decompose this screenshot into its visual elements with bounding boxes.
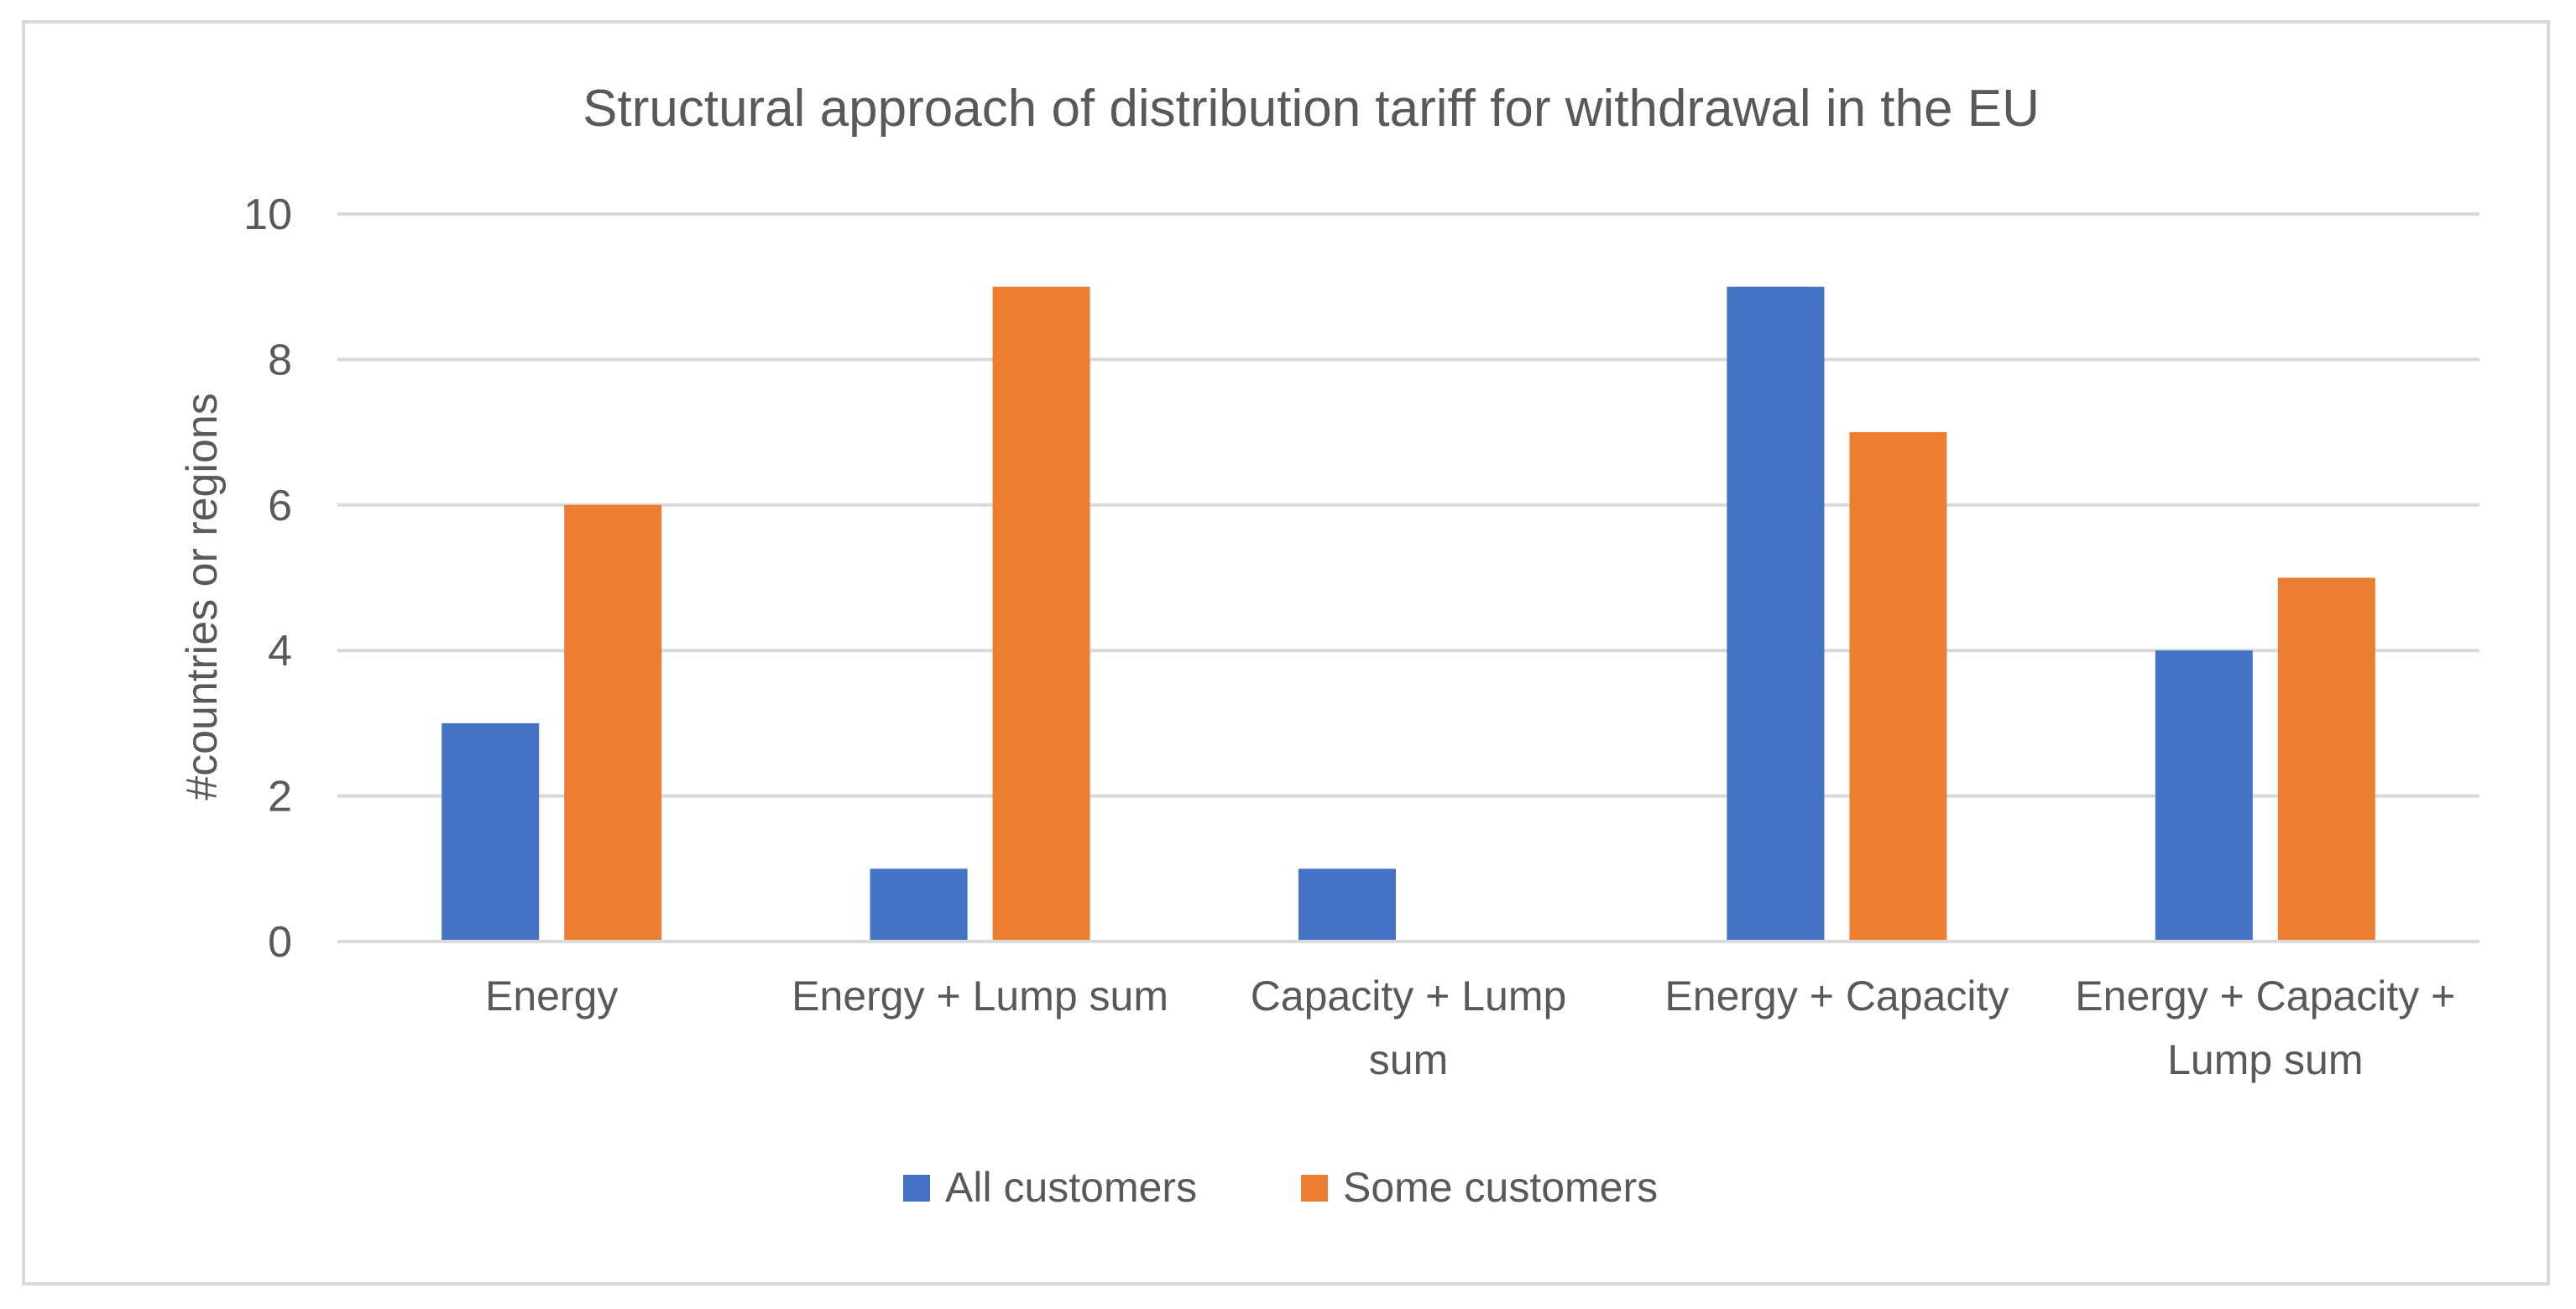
bar-some-customers[interactable] — [992, 286, 1090, 941]
x-tick-label: Capacity + Lump sum — [1251, 973, 1567, 1083]
x-tick-label-line: sum — [1369, 1036, 1448, 1083]
y-tick-label: 8 — [268, 336, 292, 384]
bar-all-customers[interactable] — [870, 868, 968, 941]
bar-some-customers[interactable] — [2277, 577, 2375, 942]
y-axis-ticks: 0 2 4 6 8 10 — [243, 190, 292, 967]
legend-swatch — [1301, 1175, 1328, 1202]
y-axis-label: #countries or regions — [178, 393, 227, 801]
x-tick-label: Energy — [485, 973, 618, 1020]
legend-label: All customers — [945, 1164, 1197, 1211]
y-tick-label: 2 — [268, 773, 292, 821]
x-axis-ticks: Energy Energy + Lump sum Capacity + Lump su… — [485, 973, 2455, 1083]
bar-all-customers[interactable] — [1727, 286, 1825, 941]
legend[interactable]: All customers Some customers — [903, 1164, 1658, 1211]
legend-item-all-customers[interactable]: All customers — [903, 1164, 1197, 1211]
bar-some-customers[interactable] — [1849, 432, 1947, 941]
x-tick-label-line: Lump sum — [2167, 1036, 2363, 1083]
bar-all-customers[interactable] — [2155, 650, 2253, 941]
legend-item-some-customers[interactable]: Some customers — [1301, 1164, 1658, 1211]
x-tick-label-line: Capacity + Lump — [1251, 973, 1567, 1020]
legend-label: Some customers — [1343, 1164, 1658, 1211]
chart-frame: Structural approach of distribution tari… — [22, 20, 2550, 1286]
x-tick-label-line: Energy + Capacity — [1664, 973, 2009, 1020]
bars — [337, 286, 2479, 943]
x-tick-label: Energy + Lump sum — [792, 973, 1168, 1020]
legend-swatch — [903, 1175, 930, 1202]
bar-all-customers[interactable] — [1298, 868, 1396, 941]
bar-all-customers[interactable] — [442, 722, 540, 941]
x-tick-label-line: Energy + Capacity + — [2075, 973, 2455, 1020]
bar-some-customers[interactable] — [564, 504, 662, 941]
y-tick-label: 0 — [268, 918, 292, 967]
y-tick-label: 4 — [268, 627, 292, 675]
x-tick-label: Energy + Capacity + Lump sum — [2075, 973, 2455, 1083]
y-tick-label: 10 — [243, 190, 292, 239]
x-tick-label-line: Energy + Lump sum — [792, 973, 1168, 1020]
x-tick-label: Energy + Capacity — [1664, 973, 2009, 1020]
bar-chart: Structural approach of distribution tari… — [178, 80, 2479, 1211]
chart-title: Structural approach of distribution tari… — [583, 80, 2040, 138]
x-tick-label-line: Energy — [485, 973, 618, 1020]
y-tick-label: 6 — [268, 482, 292, 530]
